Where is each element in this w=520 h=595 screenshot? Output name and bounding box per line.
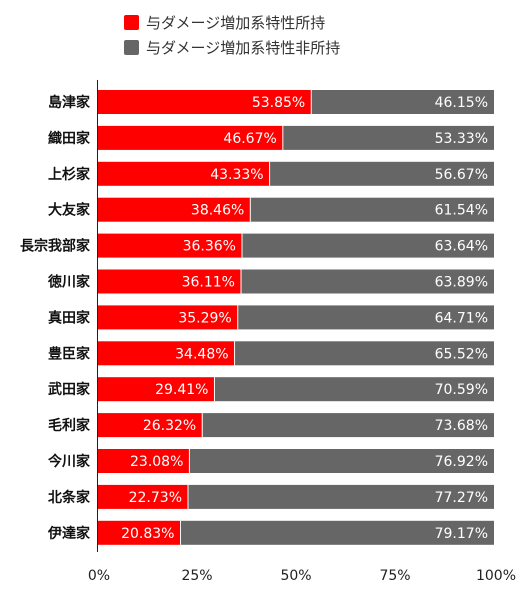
- x-tick-label-2: 50%: [280, 568, 311, 584]
- data-label-11-series-0: 22.73%: [129, 490, 182, 506]
- bar-segment-12-series-1: [180, 520, 494, 545]
- data-label-1-series-0: 46.67%: [223, 131, 276, 147]
- bar-segment-4-series-1: [241, 233, 494, 258]
- category-label-4: 長宗我部家: [20, 238, 91, 255]
- bar-segment-7-series-1: [234, 341, 494, 366]
- bar-segment-2-series-1: [269, 161, 494, 186]
- bar-segment-5-series-0: [98, 269, 241, 294]
- bar-segment-9-series-1: [202, 413, 494, 438]
- bar-segment-6-series-1: [237, 305, 494, 330]
- data-label-6-series-1: 64.71%: [435, 310, 488, 326]
- data-label-4-series-1: 63.64%: [435, 239, 488, 255]
- bar-segment-6-series-0: [98, 305, 238, 330]
- data-label-2-series-1: 56.67%: [435, 167, 488, 183]
- data-label-5-series-0: 36.11%: [182, 275, 235, 291]
- x-axis-tick-labels: 0% 25% 50% 75% 100%: [88, 568, 516, 584]
- data-label-1-series-1: 53.33%: [435, 131, 488, 147]
- bar-segment-2-series-0: [98, 161, 270, 186]
- bar-segment-1-series-0: [98, 125, 283, 150]
- category-labels: 島津家織田家上杉家大友家長宗我部家徳川家真田家豊臣家武田家毛利家今川家北条家伊達…: [20, 94, 91, 542]
- category-label-5: 徳川家: [47, 274, 91, 291]
- legend: 与ダメージ増加系特性所持 与ダメージ増加系特性非所持: [124, 14, 340, 57]
- category-label-0: 島津家: [48, 94, 91, 111]
- data-label-7-series-1: 65.52%: [435, 346, 488, 362]
- bar-segment-1-series-1: [282, 125, 494, 150]
- category-label-9: 毛利家: [48, 417, 91, 434]
- legend-swatch-series-1: [124, 40, 139, 55]
- category-label-3: 大友家: [48, 202, 91, 219]
- data-label-12-series-0: 20.83%: [121, 526, 174, 542]
- data-label-9-series-0: 26.32%: [143, 418, 196, 434]
- legend-label-series-0: 与ダメージ増加系特性所持: [146, 14, 325, 32]
- data-label-10-series-1: 76.92%: [435, 454, 488, 470]
- bar-segment-3-series-1: [250, 197, 494, 222]
- data-label-3-series-0: 38.46%: [191, 203, 244, 219]
- x-tick-label-1: 25%: [181, 568, 212, 584]
- category-label-8: 武田家: [48, 381, 91, 398]
- x-tick-label-0: 0%: [88, 568, 110, 584]
- category-label-7: 豊臣家: [48, 345, 91, 362]
- bar-segment-8-series-1: [214, 377, 494, 402]
- category-label-11: 北条家: [48, 489, 91, 506]
- bar-segment-3-series-0: [98, 197, 251, 222]
- category-label-12: 伊達家: [47, 525, 91, 542]
- bar-segment-9-series-0: [98, 413, 203, 438]
- x-tick-label-3: 75%: [379, 568, 410, 584]
- data-label-10-series-0: 23.08%: [130, 454, 183, 470]
- category-label-10: 今川家: [47, 453, 91, 470]
- legend-swatch-series-0: [124, 15, 139, 30]
- bar-segment-8-series-0: [98, 377, 215, 402]
- category-label-1: 織田家: [48, 130, 91, 147]
- bar-segment-0-series-1: [311, 90, 494, 114]
- category-label-2: 上杉家: [48, 166, 91, 183]
- data-label-3-series-1: 61.54%: [435, 203, 488, 219]
- data-label-12-series-1: 79.17%: [435, 526, 488, 542]
- bars-group: 53.85% 46.15% 46.67% 53.33% 43.33% 56.67% 38.4…: [98, 90, 495, 545]
- data-label-2-series-0: 43.33%: [210, 167, 263, 183]
- data-label-6-series-0: 35.29%: [178, 310, 231, 326]
- bar-segment-11-series-1: [188, 484, 494, 509]
- data-label-9-series-1: 73.68%: [435, 418, 488, 434]
- legend-item-series-1: 与ダメージ増加系特性非所持: [124, 39, 340, 57]
- data-label-11-series-1: 77.27%: [435, 490, 488, 506]
- bar-segment-10-series-0: [98, 449, 190, 473]
- bar-segment-0-series-0: [98, 90, 312, 114]
- bar-segment-5-series-1: [240, 269, 494, 294]
- legend-item-series-0: 与ダメージ増加系特性所持: [124, 14, 325, 32]
- data-label-4-series-0: 36.36%: [183, 239, 236, 255]
- data-label-7-series-0: 34.48%: [175, 346, 228, 362]
- bar-segment-12-series-0: [98, 520, 181, 545]
- bar-segment-4-series-0: [98, 233, 242, 258]
- bar-segment-11-series-0: [98, 484, 189, 509]
- data-label-0-series-0: 53.85%: [252, 95, 305, 111]
- bar-segment-10-series-1: [189, 449, 495, 473]
- data-label-8-series-1: 70.59%: [435, 382, 488, 398]
- bar-segment-7-series-0: [98, 341, 235, 366]
- data-label-8-series-0: 29.41%: [155, 382, 208, 398]
- category-label-6: 真田家: [48, 309, 91, 326]
- x-tick-label-4: 100%: [476, 568, 516, 584]
- data-label-0-series-1: 46.15%: [435, 95, 488, 111]
- data-label-5-series-1: 63.89%: [435, 275, 488, 291]
- legend-label-series-1: 与ダメージ増加系特性非所持: [146, 39, 340, 57]
